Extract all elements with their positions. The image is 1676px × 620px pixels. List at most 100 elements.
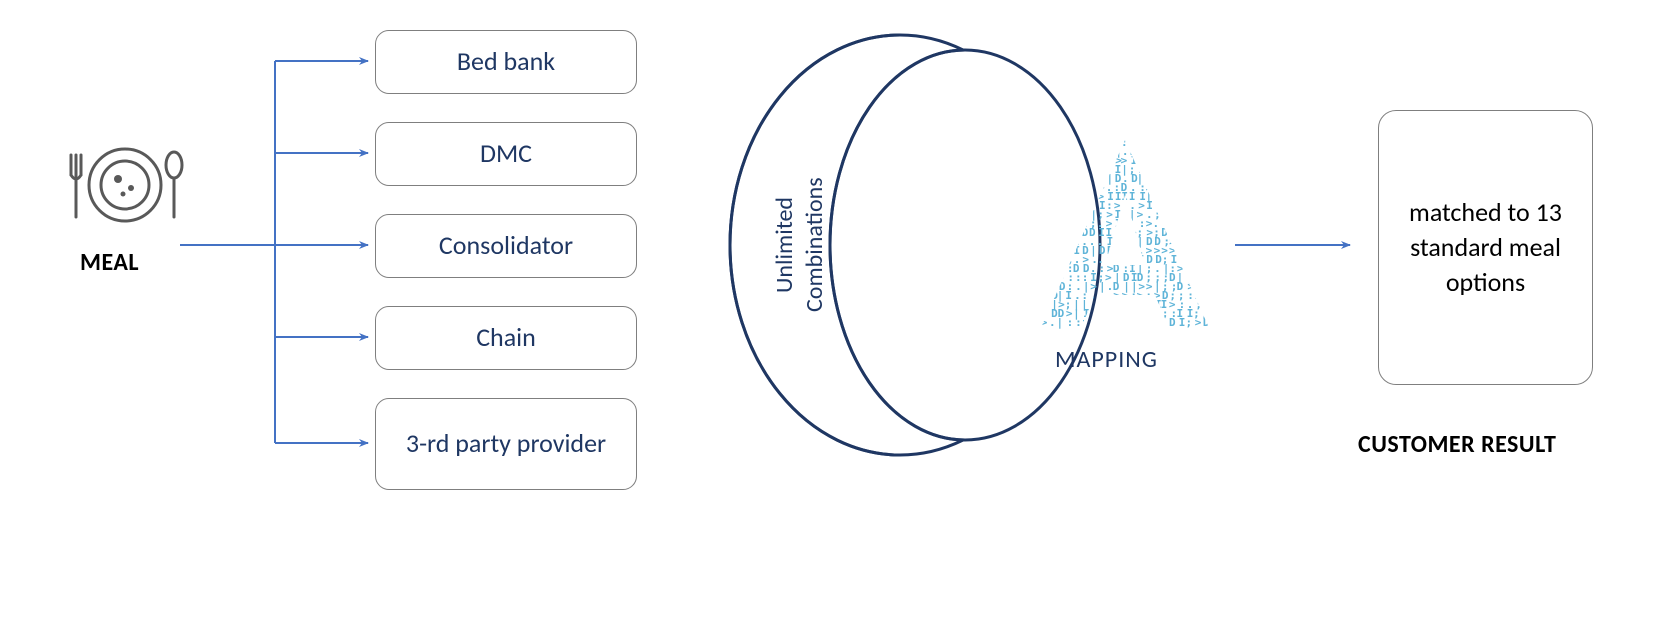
svg-text:.: . bbox=[1138, 145, 1145, 158]
svg-text:>: > bbox=[1145, 145, 1152, 158]
svg-text:;: ; bbox=[1049, 145, 1056, 158]
svg-text::: : bbox=[1170, 199, 1177, 212]
crescent-label-line2: Combinations bbox=[800, 178, 829, 313]
svg-text::: : bbox=[1041, 208, 1048, 221]
svg-text:|: | bbox=[1066, 145, 1073, 158]
svg-text:|: | bbox=[1041, 280, 1048, 293]
svg-text:>: > bbox=[1201, 244, 1208, 257]
svg-text:>: > bbox=[1178, 181, 1185, 194]
svg-text:.: . bbox=[1154, 190, 1161, 203]
svg-text:.: . bbox=[1161, 199, 1168, 212]
svg-text:|: | bbox=[1145, 163, 1152, 176]
svg-text:>: > bbox=[1113, 298, 1120, 311]
svg-text::: : bbox=[1154, 181, 1161, 194]
svg-text:;: ; bbox=[1179, 145, 1186, 158]
svg-text:>: > bbox=[1049, 140, 1056, 149]
svg-text:;: ; bbox=[1122, 307, 1129, 320]
svg-text:;: ; bbox=[1138, 298, 1145, 311]
svg-text:|: | bbox=[1091, 316, 1098, 329]
svg-text:D: D bbox=[1153, 316, 1160, 329]
svg-text:.: . bbox=[1193, 154, 1200, 167]
svg-text:I: I bbox=[1203, 163, 1210, 176]
svg-text:.: . bbox=[1058, 140, 1065, 149]
svg-text::: : bbox=[1090, 145, 1097, 158]
svg-text:D: D bbox=[1169, 316, 1176, 329]
svg-text::: : bbox=[1153, 154, 1160, 167]
svg-text:|: | bbox=[1177, 208, 1184, 221]
svg-text::: : bbox=[1131, 235, 1138, 248]
svg-text:.: . bbox=[1106, 298, 1113, 311]
svg-text:D: D bbox=[1121, 244, 1128, 257]
svg-text:.: . bbox=[1129, 217, 1136, 230]
svg-text:>: > bbox=[1163, 140, 1170, 149]
svg-text:;: ; bbox=[1082, 190, 1089, 203]
svg-text:D: D bbox=[1185, 217, 1192, 230]
svg-text:>: > bbox=[1057, 262, 1064, 275]
svg-text:;: ; bbox=[1067, 172, 1074, 185]
svg-text::: : bbox=[1074, 163, 1081, 176]
svg-text:D: D bbox=[1161, 145, 1168, 158]
svg-text:I: I bbox=[1194, 217, 1201, 230]
svg-text:|: | bbox=[1073, 208, 1080, 221]
svg-text:>: > bbox=[1107, 140, 1114, 149]
svg-text:.: . bbox=[1049, 316, 1056, 329]
svg-text::: : bbox=[1179, 226, 1186, 239]
svg-text:D: D bbox=[1139, 307, 1146, 320]
svg-text:.: . bbox=[1178, 217, 1185, 230]
svg-text:D: D bbox=[1089, 307, 1096, 320]
svg-text:>: > bbox=[1041, 235, 1048, 248]
svg-text::: : bbox=[1202, 226, 1209, 239]
svg-text:|: | bbox=[1057, 316, 1064, 329]
svg-text:|: | bbox=[1067, 199, 1074, 212]
svg-text::: : bbox=[1194, 262, 1201, 275]
svg-text:|: | bbox=[1178, 163, 1185, 176]
svg-text:D: D bbox=[1043, 226, 1050, 239]
svg-text:I: I bbox=[1107, 145, 1114, 158]
svg-text:D: D bbox=[1171, 190, 1178, 203]
svg-text:|: | bbox=[1041, 163, 1048, 176]
svg-text:I: I bbox=[1067, 226, 1074, 239]
svg-text:D: D bbox=[1098, 163, 1105, 176]
svg-text:;: ; bbox=[1146, 172, 1153, 185]
svg-text:|: | bbox=[1059, 190, 1066, 203]
svg-text::: : bbox=[1105, 253, 1112, 266]
svg-text:;: ; bbox=[1057, 154, 1064, 167]
svg-text:D: D bbox=[1051, 154, 1058, 167]
svg-text:D: D bbox=[1121, 217, 1128, 230]
customer-result-box: matched to 13 standard meal options bbox=[1378, 110, 1593, 385]
svg-text:>: > bbox=[1041, 316, 1048, 329]
svg-text:;: ; bbox=[1105, 307, 1112, 320]
svg-text:;: ; bbox=[1201, 235, 1208, 248]
svg-text:>: > bbox=[1051, 226, 1058, 239]
svg-text:I: I bbox=[1075, 145, 1082, 158]
svg-text:>: > bbox=[1147, 140, 1154, 149]
svg-text:|: | bbox=[1115, 235, 1122, 248]
svg-text:D: D bbox=[1145, 154, 1152, 167]
svg-text:>: > bbox=[1186, 262, 1193, 275]
svg-text:;: ; bbox=[1138, 154, 1145, 167]
svg-text:.: . bbox=[1137, 140, 1144, 149]
crescent-label: Unlimited Combinations bbox=[770, 95, 830, 395]
svg-text::: : bbox=[1057, 235, 1064, 248]
svg-text:;: ; bbox=[1090, 298, 1097, 311]
provider-box-2: Consolidator bbox=[375, 214, 637, 278]
svg-text::: : bbox=[1185, 226, 1192, 239]
svg-text::: : bbox=[1201, 253, 1208, 266]
svg-text:|: | bbox=[1161, 190, 1168, 203]
svg-text:D: D bbox=[1081, 140, 1088, 149]
svg-text:;: ; bbox=[1049, 235, 1056, 248]
svg-text:|: | bbox=[1123, 316, 1130, 329]
svg-text:|: | bbox=[1187, 235, 1194, 248]
svg-text:>: > bbox=[1154, 172, 1161, 185]
svg-text:>: > bbox=[1178, 140, 1185, 149]
svg-text:>: > bbox=[1130, 298, 1137, 311]
svg-text:.: . bbox=[1194, 163, 1201, 176]
svg-text:;: ; bbox=[1090, 154, 1097, 167]
customer-result-text: matched to 13 standard meal options bbox=[1389, 195, 1582, 300]
svg-text:>: > bbox=[1195, 244, 1202, 257]
svg-text:;: ; bbox=[1049, 181, 1056, 194]
svg-text:I: I bbox=[1050, 280, 1057, 293]
svg-text::: : bbox=[1203, 217, 1210, 230]
svg-text::: : bbox=[1090, 172, 1097, 185]
svg-text:.: . bbox=[1098, 154, 1105, 167]
